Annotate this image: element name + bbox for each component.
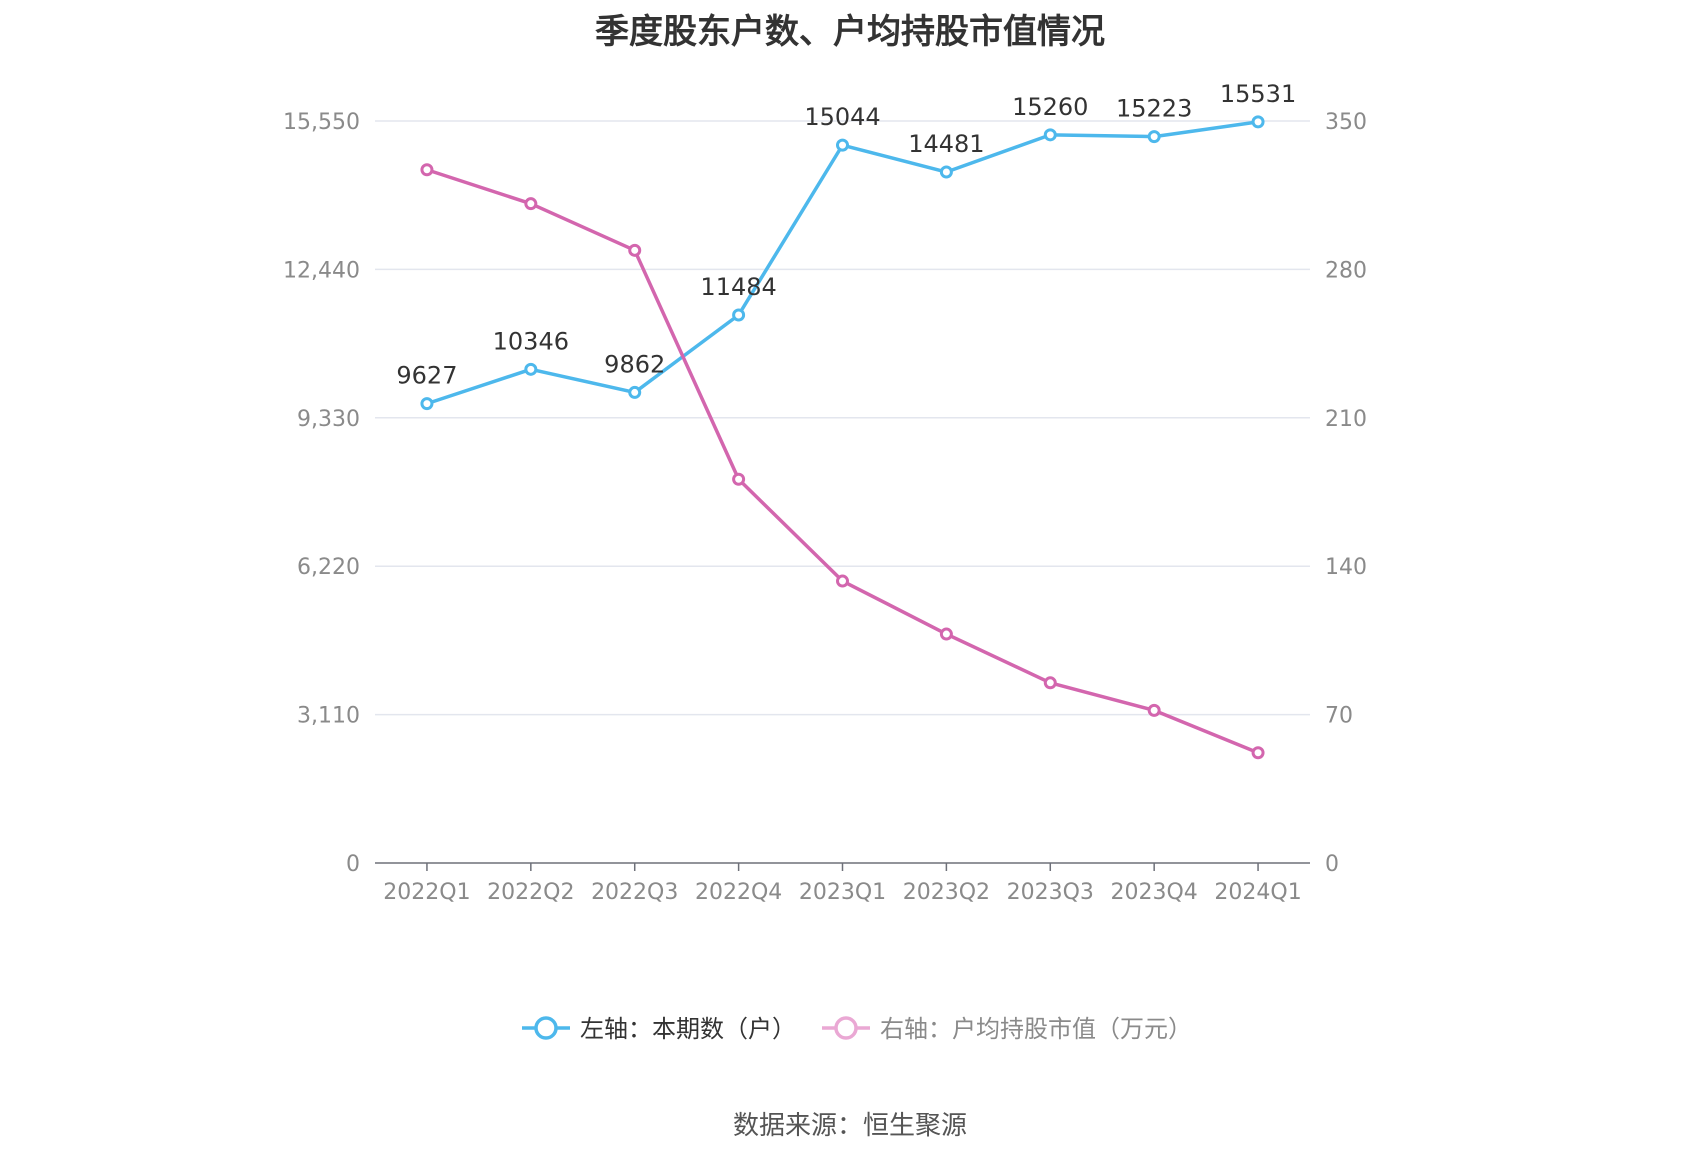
data-label: 15531 [1220, 80, 1296, 108]
series-point-2[interactable] [420, 163, 434, 177]
x-tick-label: 2022Q1 [383, 880, 470, 905]
series-point-1[interactable] [1251, 115, 1265, 129]
left-tick-label: 0 [346, 852, 360, 877]
x-tick-label: 2024Q1 [1214, 880, 1301, 905]
series-layer: 9627 10346 9862 11484 15044 14481 15260 15223 15… [396, 80, 1296, 760]
series-point-1[interactable] [420, 397, 434, 411]
x-tick-label: 2023Q4 [1111, 880, 1198, 905]
right-tick-label: 140 [1325, 555, 1367, 580]
x-tick-label: 2022Q3 [591, 880, 678, 905]
right-tick-label: 210 [1325, 407, 1367, 432]
series-point-2[interactable] [732, 472, 746, 486]
left-tick-label: 3,110 [297, 704, 360, 729]
x-tick-label: 2023Q1 [799, 880, 886, 905]
data-label: 15044 [804, 103, 880, 131]
series-point-1[interactable] [732, 308, 746, 322]
legend-item-2[interactable]: 右轴：户均持股市值（万元） [822, 1015, 1192, 1043]
data-source: 数据来源：恒生聚源 [732, 1111, 967, 1141]
series-line-2 [426, 168, 1259, 755]
series-point-2[interactable] [628, 243, 642, 257]
series-point-2[interactable] [1043, 676, 1057, 690]
series-point-1[interactable] [524, 362, 538, 376]
data-label: 9862 [604, 350, 665, 378]
series-point-2[interactable] [939, 627, 953, 641]
right-tick-label: 350 [1325, 110, 1367, 135]
data-label: 11484 [700, 273, 776, 301]
chart-title: 季度股东户数、户均持股市值情况 [595, 12, 1105, 52]
left-axis-ticks: 0 3,110 6,220 9,330 12,440 15,550 [283, 110, 360, 877]
data-label: 10346 [493, 327, 569, 355]
right-tick-label: 70 [1325, 704, 1353, 729]
series-point-2[interactable] [524, 197, 538, 211]
series-point-1[interactable] [836, 138, 849, 152]
right-tick-label: 280 [1325, 258, 1367, 283]
data-label: 15223 [1116, 95, 1192, 123]
series-point-1[interactable] [628, 385, 642, 399]
legend[interactable]: 左轴：本期数（户） 右轴：户均持股市值（万元） [522, 1015, 1192, 1043]
data-label: 15260 [1012, 93, 1088, 121]
x-axis: 2022Q1 2022Q2 2022Q3 2022Q4 2023Q1 2023Q2 2023… [375, 862, 1310, 905]
series-point-1[interactable] [1147, 130, 1161, 144]
series-point-1[interactable] [939, 165, 953, 179]
series-point-1[interactable] [1043, 128, 1057, 142]
x-tick-label: 2023Q3 [1007, 880, 1094, 905]
grid-lines [375, 120, 1310, 716]
x-tick-label: 2023Q2 [903, 880, 990, 905]
left-tick-label: 12,440 [283, 258, 360, 283]
x-tick-label: 2022Q2 [487, 880, 574, 905]
legend-item-1[interactable]: 左轴：本期数（户） [522, 1015, 796, 1043]
legend-marker [534, 1016, 558, 1040]
right-axis-ticks: 0 70 140 210 280 350 [1325, 110, 1367, 877]
x-tick-label: 2022Q4 [695, 880, 782, 905]
series-line-1 [426, 120, 1259, 406]
legend-marker [834, 1016, 858, 1040]
series-point-2[interactable] [1251, 746, 1265, 760]
legend-label: 右轴：户均持股市值（万元） [880, 1015, 1192, 1043]
series-point-2[interactable] [836, 574, 849, 588]
left-tick-label: 6,220 [297, 555, 360, 580]
left-tick-label: 15,550 [283, 110, 360, 135]
legend-label: 左轴：本期数（户） [580, 1015, 796, 1043]
data-label: 14481 [908, 130, 984, 158]
series-point-2[interactable] [1147, 703, 1161, 717]
data-label: 9627 [396, 362, 457, 390]
right-tick-label: 0 [1325, 852, 1339, 877]
left-tick-label: 9,330 [297, 407, 360, 432]
